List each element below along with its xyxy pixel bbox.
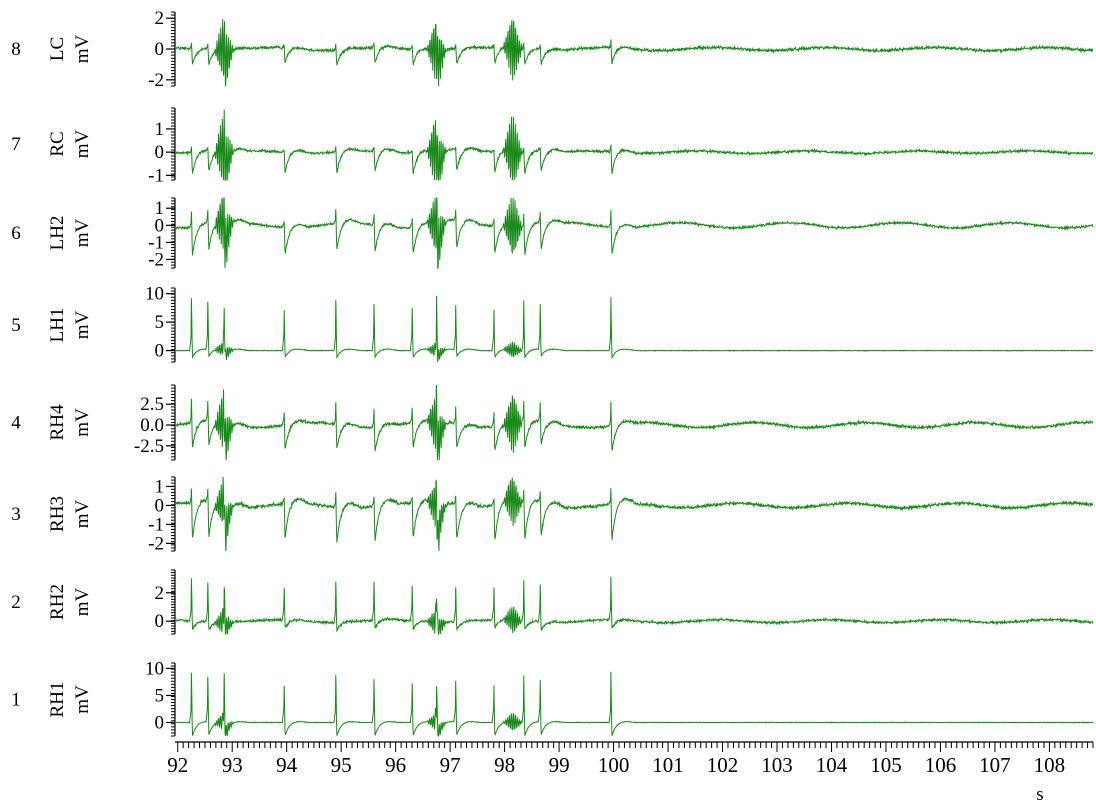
channel-unit: mV <box>72 310 93 339</box>
channel-name: LH1 <box>47 308 68 343</box>
x-tick-label: 99 <box>549 753 570 777</box>
y-tick-label: -2.5 <box>134 436 164 457</box>
y-tick-label: 10 <box>145 284 164 305</box>
x-axis-unit: s <box>1036 784 1043 802</box>
x-tick-label: 104 <box>816 753 848 777</box>
trace-line <box>175 109 1094 181</box>
channel-panel-1: 1 RH1 mV 10 5 0 <box>11 658 1094 737</box>
y-tick-label: 1 <box>155 119 165 140</box>
channel-unit: mV <box>72 587 93 616</box>
channel-unit: mV <box>72 685 93 714</box>
channel-name: RH1 <box>47 682 68 718</box>
channel-panel-7: 7 RC mV 10-1 <box>11 107 1094 186</box>
y-tick-label: -2 <box>148 249 164 270</box>
channel-unit: mV <box>72 408 93 437</box>
x-tick-label: 95 <box>331 753 352 777</box>
channel-name: RH4 <box>47 404 68 440</box>
channel-name: LH2 <box>47 216 68 251</box>
y-tick-label: 2.5 <box>140 394 164 415</box>
channel-panel-5: 5 LH1 mV 10 5 0 <box>11 284 1094 363</box>
x-tick-label: 100 <box>598 753 630 777</box>
x-tick-label: 106 <box>925 753 957 777</box>
x-tick-label: 103 <box>761 753 793 777</box>
x-tick-label: 101 <box>652 753 684 777</box>
x-tick-label: 107 <box>979 753 1011 777</box>
channel-name: LC <box>47 37 68 61</box>
y-tick-label: -1 <box>148 165 164 186</box>
x-tick-label: 102 <box>707 753 739 777</box>
channel-index: 7 <box>11 134 21 155</box>
y-tick-label: 0 <box>155 215 165 236</box>
y-tick-label: 5 <box>155 685 165 706</box>
channel-name: RC <box>47 131 68 156</box>
y-tick-label: -2 <box>148 70 164 91</box>
trace-line <box>175 19 1094 87</box>
y-tick-label: 1 <box>155 198 165 219</box>
channel-index: 4 <box>11 413 21 434</box>
y-tick-label: -2 <box>148 533 164 554</box>
x-tick-label: 94 <box>276 753 298 777</box>
trace-line <box>175 576 1094 636</box>
y-tick-label: -1 <box>148 514 164 535</box>
trace-line <box>175 671 1094 737</box>
x-tick-label: 98 <box>494 753 515 777</box>
channel-index: 2 <box>11 592 21 613</box>
y-tick-label: 2 <box>155 583 165 604</box>
time-axis: 92 93 94 95 96 97 98 99 100 101 102 103 104 105 106 107… <box>167 741 1094 802</box>
x-tick-label: 93 <box>222 753 243 777</box>
y-tick-label: 0 <box>155 495 165 516</box>
channel-panel-6: 6 LH2 mV 10-1-2 <box>11 197 1094 270</box>
trace-line <box>175 476 1094 552</box>
channel-index: 3 <box>11 504 21 525</box>
channel-index: 1 <box>11 690 21 711</box>
y-tick-label: -1 <box>148 232 164 253</box>
y-tick-label: 0 <box>155 712 165 733</box>
x-tick-label: 96 <box>385 753 406 777</box>
y-tick-label: 5 <box>155 312 165 333</box>
trace-line <box>175 384 1094 461</box>
x-tick-label: 108 <box>1034 753 1066 777</box>
y-tick-label: 0 <box>155 142 165 163</box>
y-tick-label: 0 <box>155 611 165 632</box>
channel-index: 8 <box>11 39 21 60</box>
channel-panel-3: 3 RH3 mV 10-1-2 <box>11 476 1094 554</box>
channel-panel-8: 8 LC mV 2 0 -2 <box>11 8 1094 91</box>
x-tick-label: 97 <box>440 753 461 777</box>
channel-name: RH3 <box>47 496 68 532</box>
x-tick-label: 105 <box>870 753 902 777</box>
x-tick-label: 92 <box>167 753 188 777</box>
y-tick-label: 2 <box>155 8 165 29</box>
channel-unit: mV <box>72 218 93 247</box>
y-tick-label: 1 <box>155 476 165 497</box>
channel-unit: mV <box>72 129 93 158</box>
y-tick-label: 0.0 <box>140 415 164 436</box>
channel-index: 6 <box>11 223 21 244</box>
y-tick-label: 0 <box>155 341 165 362</box>
channel-index: 5 <box>11 315 21 336</box>
channel-unit: mV <box>72 499 93 528</box>
trace-line <box>175 295 1094 363</box>
channel-unit: mV <box>72 34 93 63</box>
y-tick-label: 0 <box>155 39 165 60</box>
y-tick-label: 10 <box>145 658 164 679</box>
trace-line <box>175 197 1094 270</box>
channel-name: RH2 <box>47 584 68 620</box>
channel-panel-2: 2 RH2 mV 2 0 <box>11 569 1094 636</box>
channel-panel-4: 4 RH4 mV 2.50.0-2.5 <box>11 384 1094 461</box>
